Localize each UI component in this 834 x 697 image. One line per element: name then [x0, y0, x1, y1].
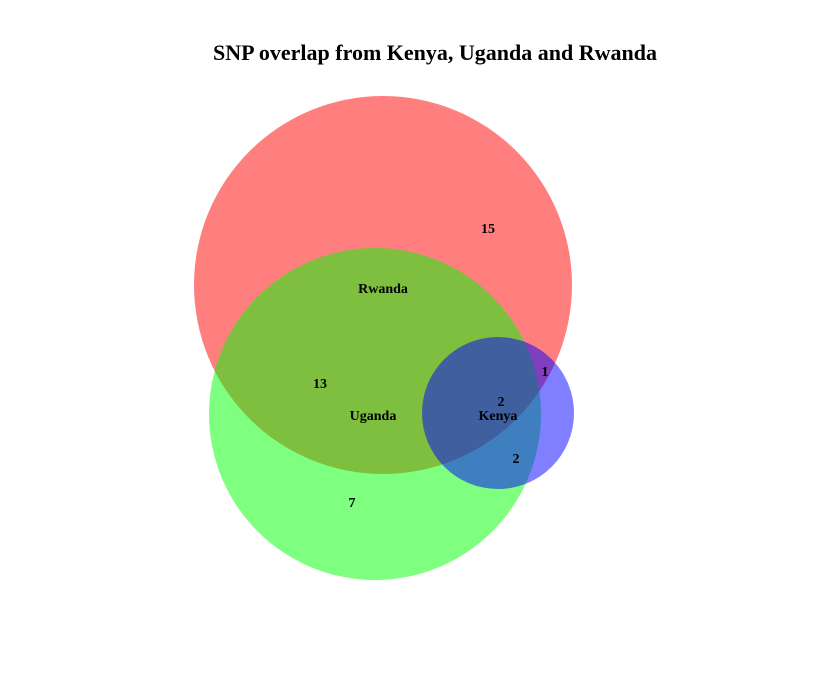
kenya-label: Kenya: [479, 409, 518, 424]
chart-title: SNP overlap from Kenya, Uganda and Rwand…: [213, 40, 657, 65]
kenya-circle: [422, 337, 574, 489]
uganda-circle: [209, 248, 541, 580]
all-three-count: 2: [498, 395, 505, 410]
rwanda-kenya-count: 1: [542, 365, 549, 380]
rwanda-uganda-count: 13: [313, 377, 327, 392]
uganda-only-count: 7: [349, 496, 356, 511]
uganda-label: Uganda: [350, 409, 397, 424]
rwanda-only-count: 15: [481, 222, 495, 237]
uganda-kenya-count: 2: [513, 452, 520, 467]
rwanda-label: Rwanda: [358, 282, 408, 297]
